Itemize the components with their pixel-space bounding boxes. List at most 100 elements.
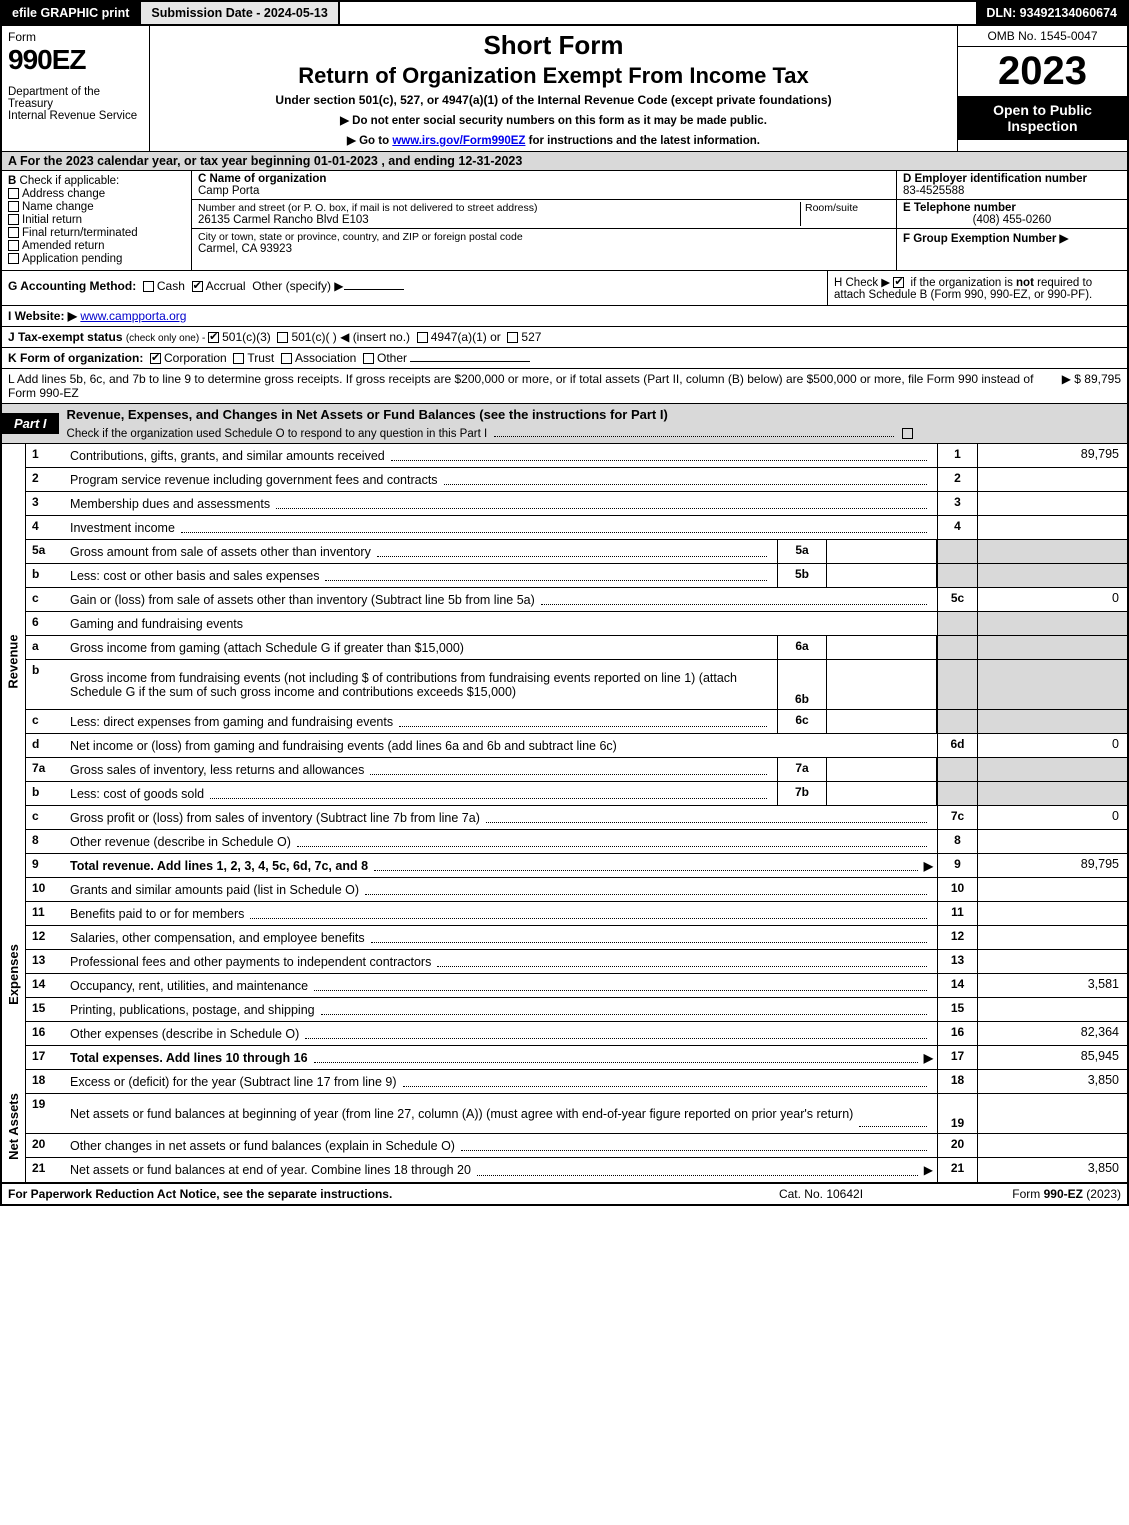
line-18-ref: 18 xyxy=(937,1070,977,1093)
line-17: 17 Total expenses. Add lines 10 through … xyxy=(26,1046,1127,1070)
line-6a-subval xyxy=(827,636,937,659)
goto-note: ▶ Go to www.irs.gov/Form990EZ for instru… xyxy=(156,133,951,147)
line-15: 15 Printing, publications, postage, and … xyxy=(26,998,1127,1022)
line-6c: c Less: direct expenses from gaming and … xyxy=(26,710,1127,734)
line-5b-sub: 5b xyxy=(777,564,827,587)
line-11: 11 Benefits paid to or for members 11 xyxy=(26,902,1127,926)
part1-tab: Part I xyxy=(2,413,59,434)
org-name: Camp Porta xyxy=(198,185,890,197)
title-return: Return of Organization Exempt From Incom… xyxy=(156,63,951,89)
chk-cash[interactable] xyxy=(143,281,154,292)
line-17-arrow: ▶ xyxy=(924,1051,933,1065)
chk-501c[interactable] xyxy=(277,332,288,343)
part1-title: Revenue, Expenses, and Changes in Net As… xyxy=(59,404,1127,425)
line-16-amt: 82,364 xyxy=(977,1022,1127,1045)
line-7a-sub: 7a xyxy=(777,758,827,781)
j-4947: 4947(a)(1) or xyxy=(431,330,501,344)
part1-header: Part I Revenue, Expenses, and Changes in… xyxy=(0,404,1129,444)
f-lbl: F Group Exemption Number ▶ xyxy=(903,233,1068,245)
line-14: 14 Occupancy, rent, utilities, and maint… xyxy=(26,974,1127,998)
chk-name-change[interactable]: Name change xyxy=(8,201,185,213)
line-19-num: 19 xyxy=(26,1094,66,1133)
line-6b-sub: 6b xyxy=(777,660,827,709)
line-7a-desc: Gross sales of inventory, less returns a… xyxy=(70,763,364,777)
j-501c: 501(c)( ) ◀ (insert no.) xyxy=(291,330,410,344)
line-3: 3 Membership dues and assessments 3 xyxy=(26,492,1127,516)
line-6c-num: c xyxy=(26,710,66,733)
form-code: 990EZ xyxy=(8,44,143,76)
chk-accrual[interactable] xyxy=(192,281,203,292)
chk-address-change[interactable]: Address change xyxy=(8,188,185,200)
j-527: 527 xyxy=(521,330,541,344)
section-bcdef: B Check if applicable: Address change Na… xyxy=(0,171,1129,271)
line-7b: b Less: cost of goods sold 7b xyxy=(26,782,1127,806)
l-text: L Add lines 5b, 6c, and 7b to line 9 to … xyxy=(8,372,1056,400)
efile-print-button[interactable]: efile GRAPHIC print xyxy=(2,2,141,24)
line-12-desc: Salaries, other compensation, and employ… xyxy=(70,931,365,945)
line-14-amt: 3,581 xyxy=(977,974,1127,997)
line-4-ref: 4 xyxy=(937,516,977,539)
g-accrual: Accrual xyxy=(206,279,246,293)
k-other: Other xyxy=(377,351,407,365)
line-5a: 5a Gross amount from sale of assets othe… xyxy=(26,540,1127,564)
line-7b-sub: 7b xyxy=(777,782,827,805)
line-7b-ref xyxy=(937,782,977,805)
row-k: K Form of organization: Corporation Trus… xyxy=(0,348,1129,369)
footer: For Paperwork Reduction Act Notice, see … xyxy=(0,1183,1129,1206)
side-revenue: Revenue xyxy=(2,444,26,878)
goto-post: for instructions and the latest informat… xyxy=(525,135,760,147)
line-21: 21 Net assets or fund balances at end of… xyxy=(26,1158,1127,1182)
line-20: 20 Other changes in net assets or fund b… xyxy=(26,1134,1127,1158)
line-4: 4 Investment income 4 xyxy=(26,516,1127,540)
line-6-amt xyxy=(977,612,1127,635)
tax-year: 2023 xyxy=(958,47,1127,96)
d-lbl: D Employer identification number xyxy=(903,173,1121,185)
line-2-num: 2 xyxy=(26,468,66,491)
form-header: Form 990EZ Department of the Treasury In… xyxy=(0,26,1129,151)
chk-527[interactable] xyxy=(507,332,518,343)
footer-mid: Cat. No. 10642I xyxy=(721,1187,921,1201)
org-address: 26135 Carmel Rancho Blvd E103 xyxy=(198,214,800,226)
website-link[interactable]: www.campporta.org xyxy=(80,309,186,323)
line-7b-num: b xyxy=(26,782,66,805)
chk-corp[interactable] xyxy=(150,353,161,364)
chk-h[interactable] xyxy=(893,277,904,288)
chk-application-pending[interactable]: Application pending xyxy=(8,253,185,265)
submission-date-button[interactable]: Submission Date - 2024-05-13 xyxy=(141,2,339,24)
line-6a-desc: Gross income from gaming (attach Schedul… xyxy=(70,641,464,655)
line-11-amt xyxy=(977,902,1127,925)
chk-amended-return[interactable]: Amended return xyxy=(8,240,185,252)
chk-assoc[interactable] xyxy=(281,353,292,364)
line-8-ref: 8 xyxy=(937,830,977,853)
line-6b-num: b xyxy=(26,660,66,709)
line-11-ref: 11 xyxy=(937,902,977,925)
h-mid: if the organization is xyxy=(911,277,1016,289)
chk-schedule-o[interactable] xyxy=(902,428,913,439)
side-netassets: Net Assets xyxy=(2,1070,26,1182)
c-city-block: City or town, state or province, country… xyxy=(192,229,896,257)
line-21-num: 21 xyxy=(26,1158,66,1182)
chk-4947[interactable] xyxy=(417,332,428,343)
line-5b-desc: Less: cost or other basis and sales expe… xyxy=(70,569,319,583)
line-6c-ref xyxy=(937,710,977,733)
chk-501c3[interactable] xyxy=(208,332,219,343)
b-heading: Check if applicable: xyxy=(20,175,120,187)
line-6d: d Net income or (loss) from gaming and f… xyxy=(26,734,1127,758)
h-not: not xyxy=(1016,277,1034,289)
line-5a-sub: 5a xyxy=(777,540,827,563)
line-10-amt xyxy=(977,878,1127,901)
line-2-ref: 2 xyxy=(937,468,977,491)
form-word: Form xyxy=(8,30,143,44)
line-18-num: 18 xyxy=(26,1070,66,1093)
chk-final-return[interactable]: Final return/terminated xyxy=(8,227,185,239)
line-11-desc: Benefits paid to or for members xyxy=(70,907,244,921)
chk-initial-return[interactable]: Initial return xyxy=(8,214,185,226)
irs-link[interactable]: www.irs.gov/Form990EZ xyxy=(392,135,525,147)
line-19: 19 Net assets or fund balances at beginn… xyxy=(26,1094,1127,1134)
line-19-amt xyxy=(977,1094,1127,1133)
chk-other-org[interactable] xyxy=(363,353,374,364)
line-20-desc: Other changes in net assets or fund bala… xyxy=(70,1139,455,1153)
chk-trust[interactable] xyxy=(233,353,244,364)
line-10-num: 10 xyxy=(26,878,66,901)
line-7b-amt xyxy=(977,782,1127,805)
